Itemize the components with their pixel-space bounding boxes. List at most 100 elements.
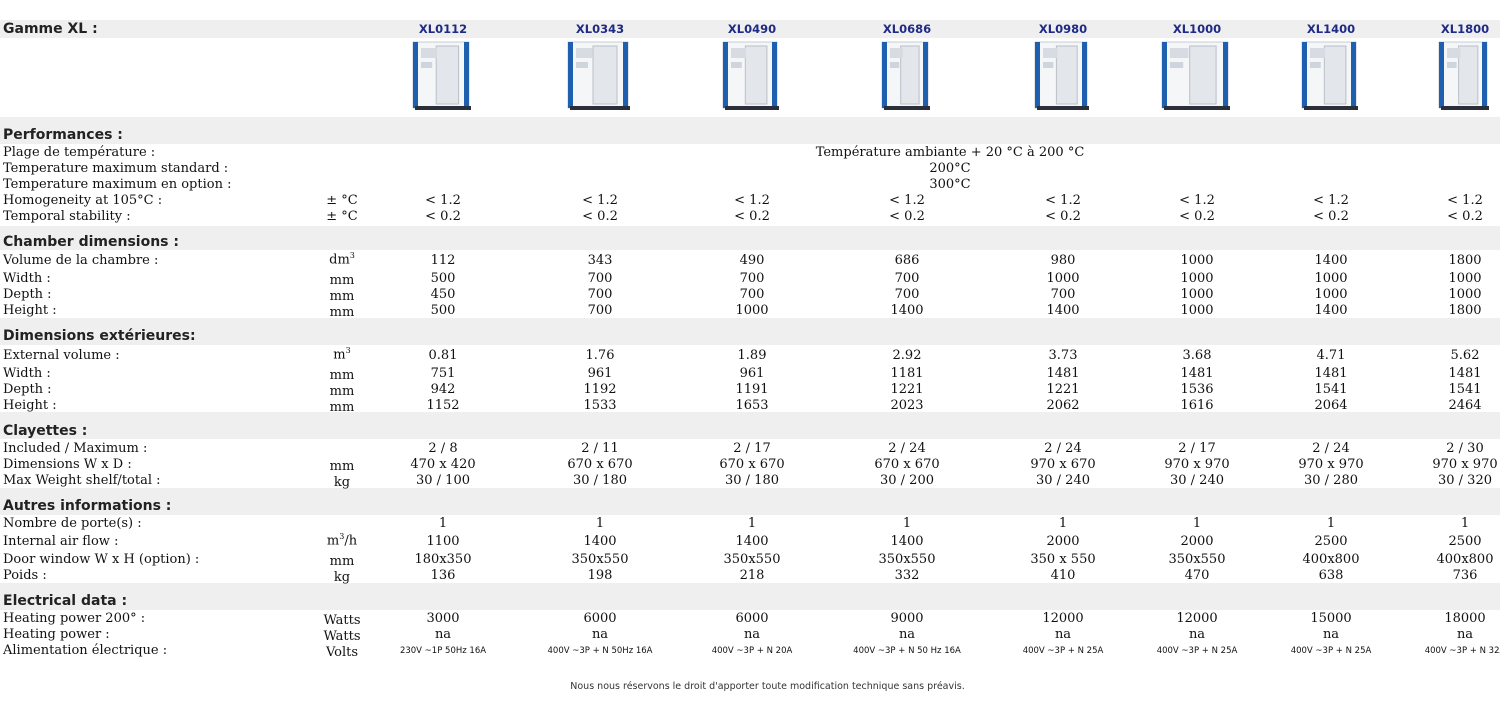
unit-text: m <box>326 533 340 549</box>
value-cell: 400V ~3P + N 25A <box>1290 646 1372 656</box>
row-unit: Watts <box>320 629 364 644</box>
value-cell: 1 <box>1058 516 1068 531</box>
oven-image <box>411 40 475 116</box>
value-cell: 1 <box>1192 516 1202 531</box>
unit-text: Volts <box>325 645 359 660</box>
value-cell: 2.92 <box>892 348 922 363</box>
value-cell: 350x550 <box>571 552 629 567</box>
oven-image <box>880 40 934 116</box>
section-band <box>0 488 1500 515</box>
row-unit: mm <box>320 554 364 569</box>
value-cell: 1192 <box>583 382 617 397</box>
value-cell: 700 <box>1050 287 1076 302</box>
value-cell: 2023 <box>890 398 924 413</box>
value-cell: 4.71 <box>1316 348 1346 363</box>
unit-text: mm <box>329 459 355 474</box>
section-header-exterior: Dimensions extérieures: <box>3 328 196 344</box>
value-cell: < 1.2 <box>889 193 925 208</box>
page-title: Gamme XL : <box>3 21 98 37</box>
value-cell: 5.62 <box>1450 348 1480 363</box>
model-name: XL1000 <box>1172 22 1222 36</box>
value-cell: 980 <box>1050 253 1076 268</box>
section-band <box>0 226 1500 250</box>
value-cell: 1 <box>747 516 757 531</box>
value-cell: 9000 <box>890 611 924 626</box>
value-cell: 500 <box>430 303 456 318</box>
value-cell: 2 / 24 <box>1044 441 1082 456</box>
model-name: XL1800 <box>1440 22 1490 36</box>
value-cell: na <box>1054 627 1072 642</box>
value-cell: < 0.2 <box>1313 209 1349 224</box>
value-cell: 1481 <box>1448 366 1482 381</box>
row-unit: mm <box>320 305 364 320</box>
row-unit: kg <box>320 475 364 490</box>
value-cell: 1 <box>1326 516 1336 531</box>
section-band <box>0 412 1500 439</box>
value-cell: 3.73 <box>1048 348 1078 363</box>
unit-text: mm <box>329 305 355 320</box>
value-cell: 1221 <box>1046 382 1080 397</box>
value-cell: 700 <box>587 271 613 286</box>
value-cell: 970 x 970 <box>1164 457 1230 472</box>
value-cell: 400V ~3P + N 20A <box>711 646 793 656</box>
value-cell: 961 <box>587 366 613 381</box>
value-cell: na <box>434 627 452 642</box>
row-label: Dimensions W x D : <box>3 457 132 472</box>
value-cell: 6000 <box>583 611 617 626</box>
row-label: Included / Maximum : <box>3 441 148 456</box>
value-cell: < 1.2 <box>1447 193 1483 208</box>
value-cell: 1 <box>1460 516 1470 531</box>
value-cell: 470 x 420 <box>410 457 476 472</box>
value-cell: 2064 <box>1314 398 1348 413</box>
value-cell: 942 <box>430 382 456 397</box>
row-label: Max Weight shelf/total : <box>3 473 161 488</box>
value-cell: 400V ~3P + N 25A <box>1156 646 1238 656</box>
row-label: Width : <box>3 366 51 381</box>
value-cell: 30 / 240 <box>1170 473 1224 488</box>
oven-image <box>566 40 634 116</box>
value-cell: < 0.2 <box>1045 209 1081 224</box>
value-cell: 2 / 24 <box>888 441 926 456</box>
section-header-electrical: Electrical data : <box>3 593 128 609</box>
value-cell: 1000 <box>1180 303 1214 318</box>
value-cell: 700 <box>587 303 613 318</box>
value-cell: na <box>898 627 916 642</box>
value-cell: 1000 <box>1314 287 1348 302</box>
value-cell: 1000 <box>1448 271 1482 286</box>
row-unit: Watts <box>320 613 364 628</box>
unit-text: Watts <box>323 629 361 644</box>
model-name: XL0112 <box>418 22 468 36</box>
unit-suffix: /h <box>344 533 358 549</box>
value-cell: 2500 <box>1314 534 1348 549</box>
row-unit: mm <box>320 384 364 399</box>
value-cell: 1.76 <box>585 348 615 363</box>
row-unit: m3 <box>320 346 364 362</box>
unit-text: mm <box>329 384 355 399</box>
section-header-shelves: Clayettes : <box>3 423 88 439</box>
value-cell: 1 <box>438 516 448 531</box>
value-cell: 450 <box>430 287 456 302</box>
value-cell: 2 / 17 <box>1178 441 1216 456</box>
value-cell: 30 / 320 <box>1438 473 1492 488</box>
value-cell: 2 / 17 <box>733 441 771 456</box>
value-cell: 490 <box>739 253 765 268</box>
unit-text: mm <box>329 554 355 569</box>
value-cell: 970 x 970 <box>1432 457 1498 472</box>
oven-image <box>1300 40 1362 116</box>
model-name: XL0686 <box>882 22 932 36</box>
value-cell: 400V ~3P + N 50 Hz 16A <box>853 646 961 656</box>
value-cell: < 0.2 <box>582 209 618 224</box>
value-cell: 2 / 8 <box>428 441 458 456</box>
value-cell: 15000 <box>1310 611 1352 626</box>
value-cell: 961 <box>739 366 765 381</box>
value-cell: < 1.2 <box>1313 193 1349 208</box>
value-cell: 670 x 670 <box>874 457 940 472</box>
row-label: Heating power 200° : <box>3 611 146 626</box>
value-cell: < 1.2 <box>425 193 461 208</box>
temp-max-opt-value: 300°C <box>929 177 971 192</box>
value-cell: 1481 <box>1314 366 1348 381</box>
value-cell: 1000 <box>1046 271 1080 286</box>
row-label: Internal air flow : <box>3 534 119 549</box>
value-cell: 6000 <box>735 611 769 626</box>
value-cell: na <box>743 627 761 642</box>
